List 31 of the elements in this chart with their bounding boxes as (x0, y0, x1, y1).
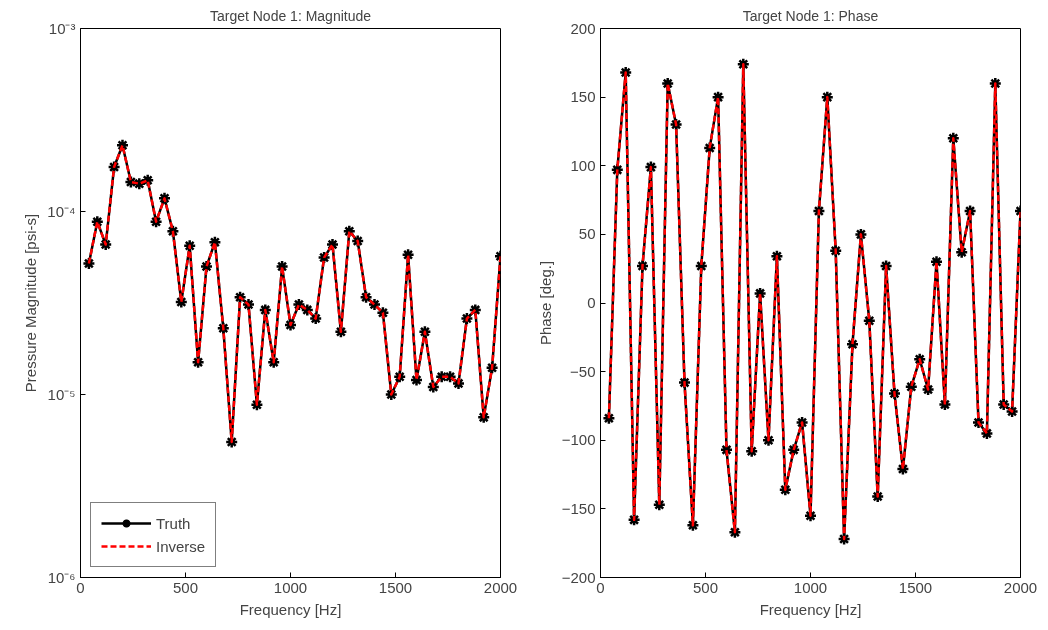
x-tick-label: 2000 (483, 578, 518, 596)
x-tick-label: 500 (172, 578, 199, 596)
y-tick-label: 10⁻⁴ (47, 203, 76, 220)
point (82, 256, 96, 271)
y-tick-label: 10⁻⁵ (47, 386, 76, 403)
y-tick-label: 50 (578, 225, 596, 243)
y-axis-title: Phase [deg.] (536, 260, 554, 346)
x-axis-title: Frequency [Hz] (759, 600, 862, 618)
y-tick-label: 10⁻⁶ (47, 569, 76, 586)
y-tick-label: 0 (587, 294, 596, 311)
x-tick-label: 1500 (898, 578, 933, 596)
y-tick-label: 150 (570, 88, 596, 106)
x-tick-label: 500 (692, 578, 719, 596)
y-tick-label: −50 (570, 362, 596, 380)
y-tick-label: 10⁻³ (48, 20, 76, 37)
legend-label: Truth (156, 514, 191, 532)
y-axis-title: Pressure Magnitude [psi-s] (22, 213, 40, 393)
x-tick-label: 2000 (1003, 578, 1038, 596)
x-tick-label: 1000 (273, 578, 308, 596)
y-tick-label: 200 (570, 19, 596, 37)
chart-title: Target Node 1: Magnitude (209, 7, 372, 24)
y-tick-label: −200 (561, 568, 596, 586)
x-tick-label: 1500 (378, 578, 413, 596)
point (660, 76, 675, 91)
legend-label: Inverse (156, 537, 206, 555)
chart-title: Target Node 1: Phase (742, 7, 879, 24)
x-tick-label: 1000 (793, 578, 828, 596)
x-axis-title: Frequency [Hz] (239, 600, 342, 618)
y-tick-label: 100 (570, 156, 596, 174)
y-tick-label: −100 (561, 431, 596, 449)
y-tick-label: −150 (561, 499, 596, 517)
